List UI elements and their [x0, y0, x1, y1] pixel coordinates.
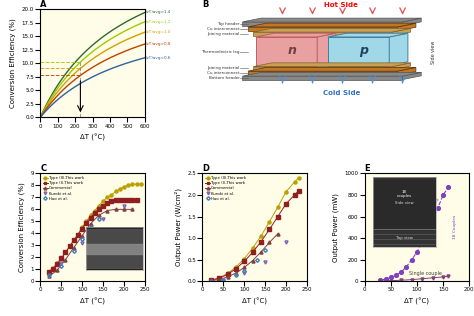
Y-axis label: Conversion Efficiency (%): Conversion Efficiency (%) [18, 182, 25, 272]
Legend: Type (II)-This work, Type (I)-This work, Commercial, Kuroki et al., Hao et al.: Type (II)-This work, Type (I)-This work,… [42, 175, 85, 202]
Text: 18 Couples: 18 Couples [453, 215, 456, 240]
Polygon shape [248, 67, 416, 71]
Polygon shape [243, 76, 402, 80]
Polygon shape [243, 22, 402, 26]
Polygon shape [243, 72, 421, 76]
Text: Cu interconnect: Cu interconnect [207, 71, 240, 75]
Text: Cold Side: Cold Side [322, 90, 360, 96]
Text: n: n [287, 44, 296, 57]
Polygon shape [389, 33, 408, 65]
X-axis label: ΔT (°C): ΔT (°C) [80, 134, 105, 141]
Polygon shape [243, 18, 421, 22]
Polygon shape [253, 32, 392, 36]
Legend: Type (II)-This work, Type (I)-This work, Commercial, Kuroki et al., Hao et al.: Type (II)-This work, Type (I)-This work,… [204, 175, 247, 202]
Polygon shape [392, 63, 410, 70]
Text: Single couple: Single couple [409, 271, 442, 276]
Text: B: B [202, 1, 209, 9]
Text: Hot Side: Hot Side [324, 2, 358, 8]
Polygon shape [256, 37, 317, 65]
Text: A: A [40, 1, 47, 9]
Y-axis label: Output Power (mW): Output Power (mW) [332, 193, 339, 262]
Text: Side view: Side view [430, 41, 436, 64]
Text: Joining material: Joining material [208, 66, 240, 70]
Text: 18 Couples: 18 Couples [421, 197, 441, 222]
Text: Joining material: Joining material [208, 32, 240, 36]
Text: (zT)avg=0.6: (zT)avg=0.6 [146, 56, 171, 60]
Text: Top header: Top header [217, 22, 240, 26]
Polygon shape [397, 67, 416, 75]
X-axis label: ΔT (°C): ΔT (°C) [242, 298, 267, 305]
X-axis label: ΔT (°C): ΔT (°C) [80, 298, 105, 305]
Polygon shape [392, 28, 410, 36]
Polygon shape [317, 33, 336, 65]
Text: Bottom header: Bottom header [209, 76, 240, 80]
Polygon shape [248, 23, 416, 27]
Text: p: p [359, 44, 368, 57]
Polygon shape [402, 72, 421, 80]
Text: (zT)avg=1.2: (zT)avg=1.2 [146, 20, 171, 24]
Polygon shape [397, 23, 416, 31]
Polygon shape [248, 27, 397, 31]
Text: Cu interconnect: Cu interconnect [207, 27, 240, 31]
Polygon shape [253, 28, 410, 32]
Polygon shape [253, 67, 392, 70]
Polygon shape [248, 71, 397, 75]
Polygon shape [328, 33, 408, 37]
Text: D: D [202, 164, 210, 173]
Y-axis label: Output Power (W/cm²): Output Power (W/cm²) [174, 188, 182, 266]
Text: (zT)avg=1.4: (zT)avg=1.4 [146, 10, 171, 15]
Text: Thermoelectric leg: Thermoelectric leg [201, 50, 240, 53]
Polygon shape [328, 37, 389, 65]
Y-axis label: Conversion Efficiency (%): Conversion Efficiency (%) [10, 19, 16, 108]
Polygon shape [402, 18, 421, 26]
Text: C: C [40, 164, 46, 173]
X-axis label: ΔT (°C): ΔT (°C) [404, 298, 429, 305]
Text: (zT)avg=1.0: (zT)avg=1.0 [146, 30, 171, 34]
Polygon shape [256, 33, 336, 37]
Text: (zT)avg=0.8: (zT)avg=0.8 [146, 42, 171, 46]
Polygon shape [253, 63, 410, 67]
Text: E: E [365, 164, 370, 173]
